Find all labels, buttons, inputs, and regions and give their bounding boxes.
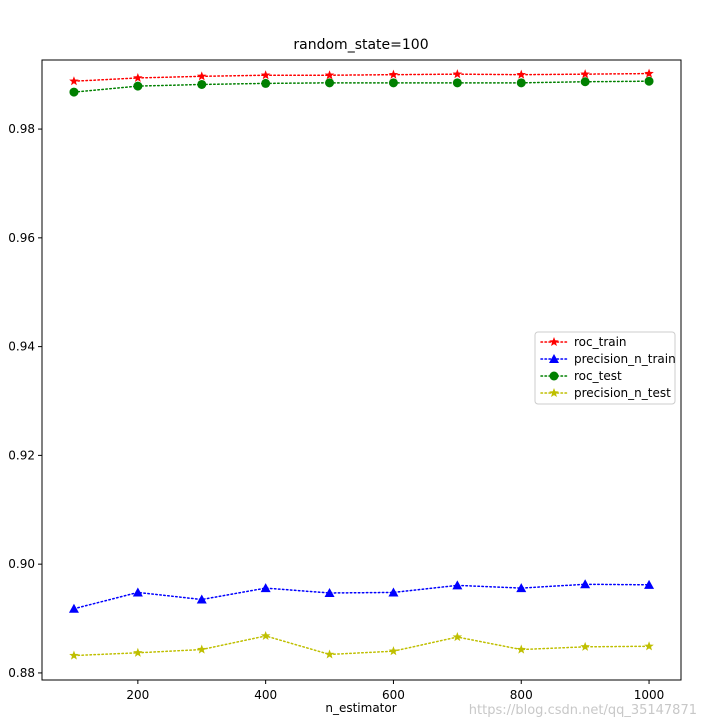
data-point-precision_n_train-7 [516,583,527,593]
legend-marker-roc_train [549,337,559,347]
y-axis-ticks: 0.88 0.90 0.92 0.94 0.96 0.98 [8,122,42,680]
data-point-precision_n_train-5 [388,587,399,597]
data-point-precision_n_train-2 [196,594,207,604]
data-point-precision_n_train-3 [260,583,271,593]
legend-marker-precision_n_train [549,354,559,363]
data-point-precision_n_train-9 [644,579,655,589]
data-point-precision_n_test-7 [516,644,527,654]
data-point-roc_train-3 [260,70,271,80]
data-point-precision_n_test-3 [260,630,271,640]
data-point-roc_test-2 [197,79,207,89]
data-point-roc_test-3 [261,78,271,88]
data-point-roc_train-7 [516,69,527,79]
legend-box [534,331,676,405]
legend-label-roc_train: roc_train [574,335,627,349]
y-tick-label: 0.96 [8,231,35,245]
data-point-roc_train-1 [133,72,143,82]
data-point-roc_test-8 [580,77,590,87]
data-point-roc_test-7 [516,78,526,88]
data-point-precision_n_train-1 [132,587,143,597]
data-point-precision_n_test-0 [69,650,79,660]
data-point-precision_n_test-1 [133,647,143,657]
data-point-roc_train-6 [452,69,463,79]
y-tick-label: 0.88 [8,666,35,680]
data-point-roc_train-5 [388,69,399,79]
y-tick-label: 0.98 [8,122,35,136]
series-line-roc_test [73,80,650,93]
data-point-precision_n_test-6 [452,632,463,642]
y-tick-label: 0.94 [8,340,35,354]
data-point-precision_n_train-4 [324,587,335,597]
data-point-roc_test-0 [69,87,79,97]
watermark-text: https://blog.csdn.net/qq_35147871 [469,703,697,718]
data-point-roc_test-1 [133,81,143,91]
series-markers [68,68,655,660]
data-point-roc_test-6 [452,78,462,88]
x-tick-label: 1000 [634,688,665,702]
legend: roc_train precision_n_train roc_testprecis… [534,331,676,405]
x-tick-label: 800 [510,688,533,702]
x-axis-label: n_estimator [325,701,396,715]
data-point-roc_train-8 [580,69,590,79]
x-tick-label: 200 [126,688,149,702]
legend-label-precision_n_test: precision_n_test [574,386,671,400]
series-lines [73,72,650,657]
data-point-roc_test-4 [325,78,335,88]
data-point-roc_test-9 [644,76,654,86]
plot-frame [41,59,682,681]
data-point-roc_train-9 [644,68,654,78]
data-point-precision_n_train-6 [452,580,463,590]
data-point-precision_n_test-8 [580,641,590,651]
chart-title: random_state=100 [293,37,428,53]
data-point-precision_n_train-0 [68,603,79,613]
data-point-precision_n_test-4 [324,649,335,659]
x-tick-label: 600 [382,688,405,702]
y-tick-label: 0.92 [8,448,35,462]
legend-label-roc_test: roc_test [574,369,622,383]
x-tick-label: 400 [254,688,277,702]
data-point-precision_n_test-5 [388,646,399,656]
legend-marker-precision_n_test [549,388,559,398]
series-line-precision_n_test [73,635,650,657]
series-line-roc_train [73,72,650,82]
data-point-precision_n_train-8 [580,579,591,589]
data-point-roc_train-4 [324,70,335,80]
data-point-precision_n_test-9 [644,641,654,651]
y-tick-label: 0.90 [8,557,35,571]
x-axis-ticks: 200 400 600 800 1000 [126,680,664,702]
series-line-precision_n_train [73,583,650,610]
legend-marker-roc_test [549,371,559,381]
data-point-roc_train-2 [196,71,207,81]
legend-label-precision_n_train: precision_n_train [574,352,676,366]
data-point-roc_test-5 [388,78,398,88]
data-point-roc_train-0 [69,76,79,86]
data-point-precision_n_test-2 [196,644,207,654]
